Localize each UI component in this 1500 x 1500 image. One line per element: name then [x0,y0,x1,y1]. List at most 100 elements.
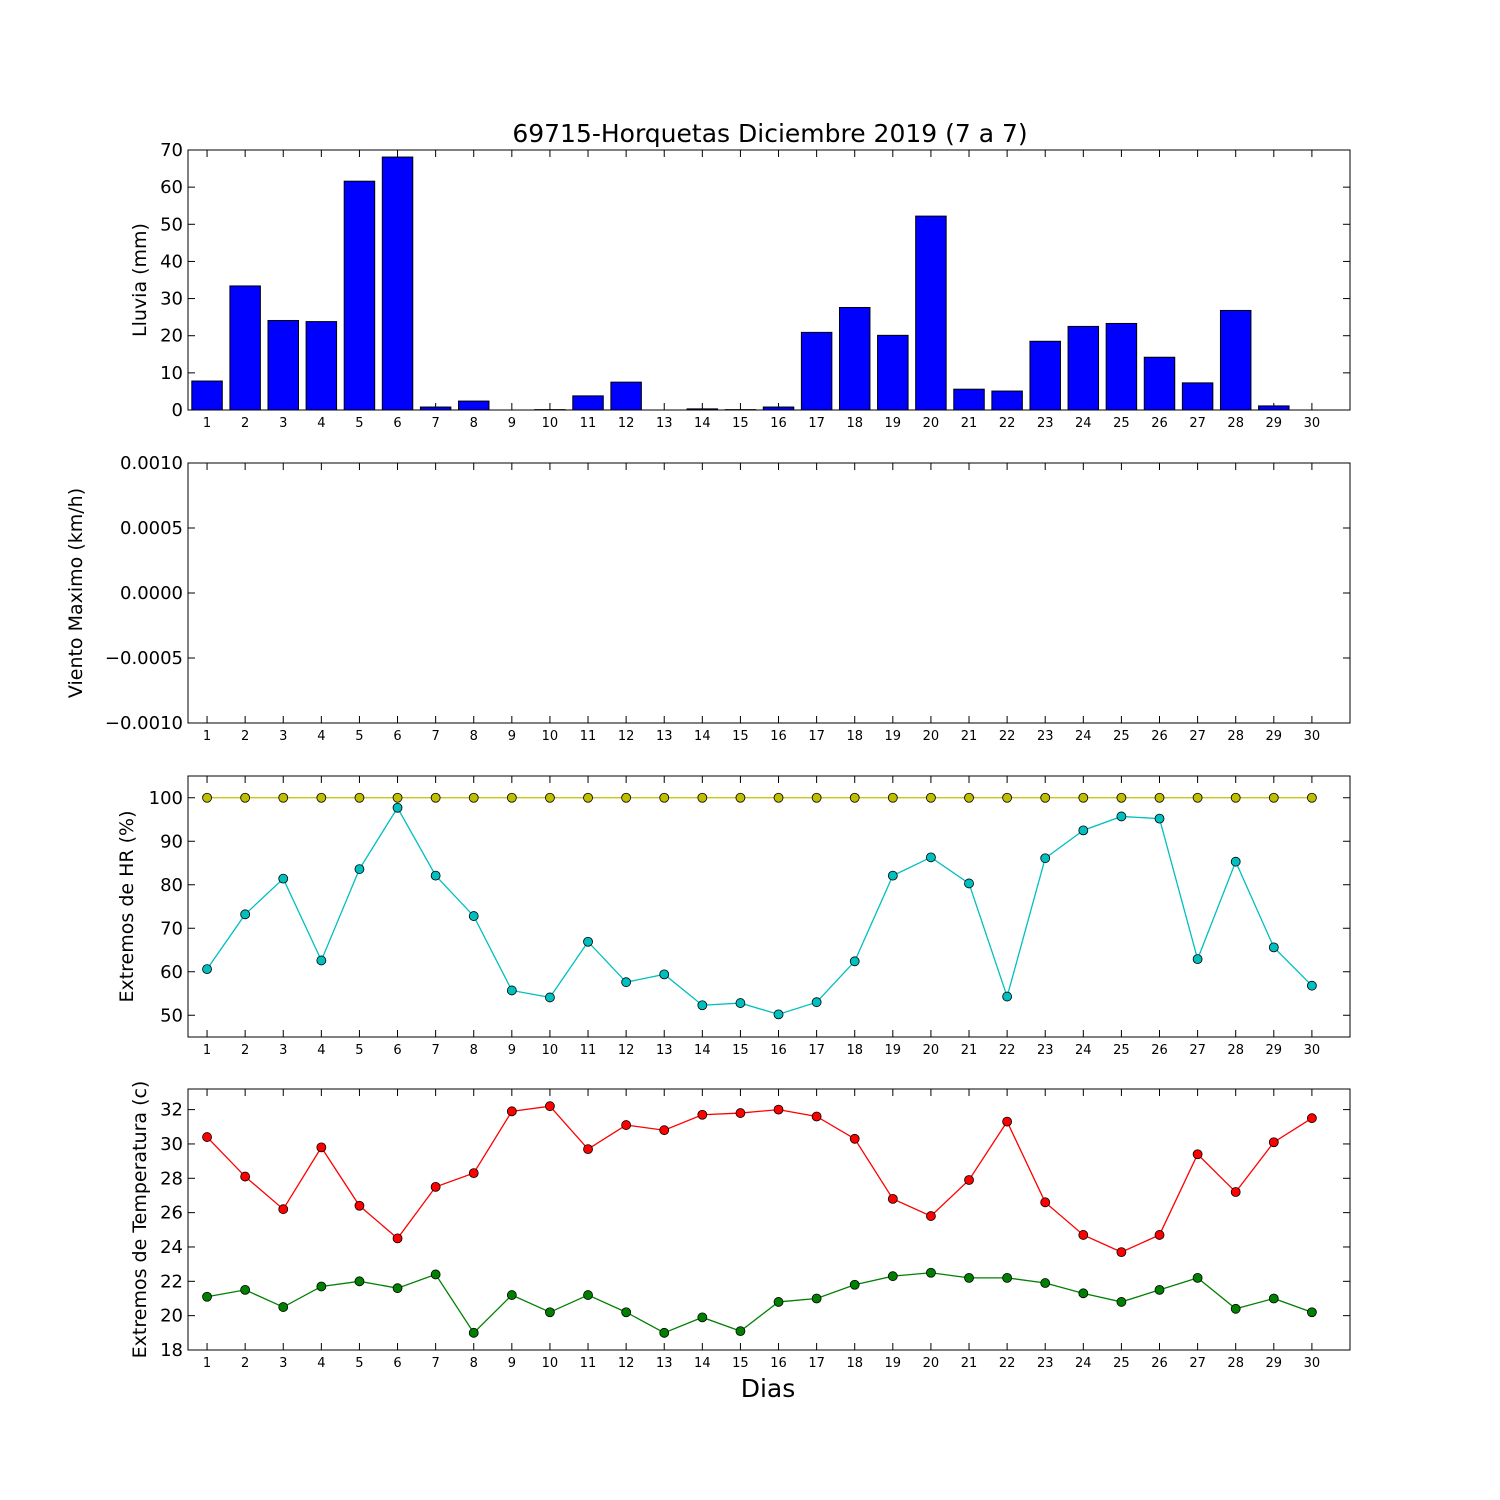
y-tick-label: 40 [160,251,183,272]
plot-frame [187,775,1351,1038]
bar [915,215,947,411]
data-point [316,1281,327,1292]
x-tick-label: 13 [656,1356,673,1371]
x-tick-label: 1 [203,729,211,744]
data-point [354,792,365,803]
data-point [926,792,936,803]
bar [686,408,719,411]
x-tick-label: 13 [656,1043,673,1058]
data-point [430,792,441,803]
data-point [202,1291,212,1302]
bar [1219,309,1252,411]
y-tick-label: 50 [160,214,183,235]
y-axis-label: Viento Maximo (km/h) [65,488,87,698]
x-tick-label: 11 [580,1356,597,1371]
x-tick-label: 1 [203,1356,211,1371]
x-tick-label: 19 [885,416,902,431]
x-tick-label: 27 [1189,416,1206,431]
data-point [1307,1307,1317,1318]
x-tick-label: 28 [1227,416,1244,431]
bar [1258,405,1290,411]
x-tick-label: 25 [1113,1043,1130,1058]
y-tick-label: 100 [149,788,183,809]
data-point [278,1204,289,1215]
data-point [583,792,593,803]
data-point [773,792,784,803]
data-point [354,1276,365,1287]
data-point [697,1312,708,1323]
x-axis-label: Dias [741,1374,796,1403]
data-point [506,792,517,803]
data-point [1078,1230,1089,1240]
data-point [887,870,898,881]
x-tick-label: 9 [508,1043,516,1058]
x-tick-label: 2 [241,1356,249,1371]
data-point [1040,853,1051,864]
x-tick-label: 23 [1037,1043,1054,1058]
data-point [1154,792,1165,803]
x-tick-label: 18 [846,1356,863,1371]
data-point [354,1200,365,1211]
y-tick-label: 20 [160,326,183,347]
data-point [659,1125,670,1136]
data-point [811,1111,822,1122]
x-tick-label: 6 [393,729,401,744]
data-point [316,955,327,966]
data-point [240,909,251,920]
data-point [697,1109,708,1120]
y-tick-label: 80 [160,875,183,896]
data-point [1154,813,1165,824]
x-tick-label: 13 [656,729,673,744]
y-tick-label: 24 [160,1237,183,1258]
data-point [1002,1272,1013,1283]
x-tick-label: 13 [656,416,673,431]
x-tick-label: 1 [203,1043,211,1058]
series-line [206,1105,1313,1253]
x-tick-label: 3 [279,1043,287,1058]
data-point [545,792,555,803]
x-tick-label: 14 [694,729,711,744]
data-point [1192,1272,1203,1283]
data-point [659,969,670,980]
chart-title: 69715-Horquetas Diciembre 2019 (7 a 7) [512,119,1027,148]
x-tick-label: 9 [508,416,516,431]
data-point [887,792,898,803]
data-point [926,1211,936,1221]
data-point [1268,942,1279,953]
x-tick-label: 8 [470,729,478,744]
data-point [392,802,403,813]
data-point [1078,825,1089,836]
bar [762,406,795,411]
x-tick-label: 17 [808,416,825,431]
data-point [545,1101,555,1112]
y-tick-label: 60 [160,177,183,198]
y-tick-label: 70 [160,918,183,939]
data-point [468,792,479,803]
data-point [621,792,632,803]
data-point [468,1327,479,1338]
data-point [849,792,860,803]
y-tick-label: 70 [160,140,183,161]
data-point [1116,1247,1127,1258]
data-point [1230,792,1241,803]
data-point [735,1108,746,1118]
data-point [964,878,974,889]
y-tick-label: 28 [160,1168,183,1189]
x-tick-label: 22 [999,416,1016,431]
data-point [659,1327,670,1338]
data-point [1268,792,1279,803]
data-point [1116,1297,1127,1307]
x-tick-label: 1 [203,416,211,431]
x-tick-label: 29 [1266,1356,1283,1371]
x-tick-label: 19 [885,1043,902,1058]
bar [381,156,414,411]
data-point [240,1285,251,1295]
data-point [735,792,746,803]
bar [457,400,490,411]
x-tick-label: 21 [961,729,978,744]
x-tick-label: 28 [1227,1043,1244,1058]
y-tick-label: 90 [160,831,183,852]
x-tick-label: 22 [999,1356,1016,1371]
x-tick-label: 22 [999,729,1016,744]
x-tick-label: 8 [470,416,478,431]
